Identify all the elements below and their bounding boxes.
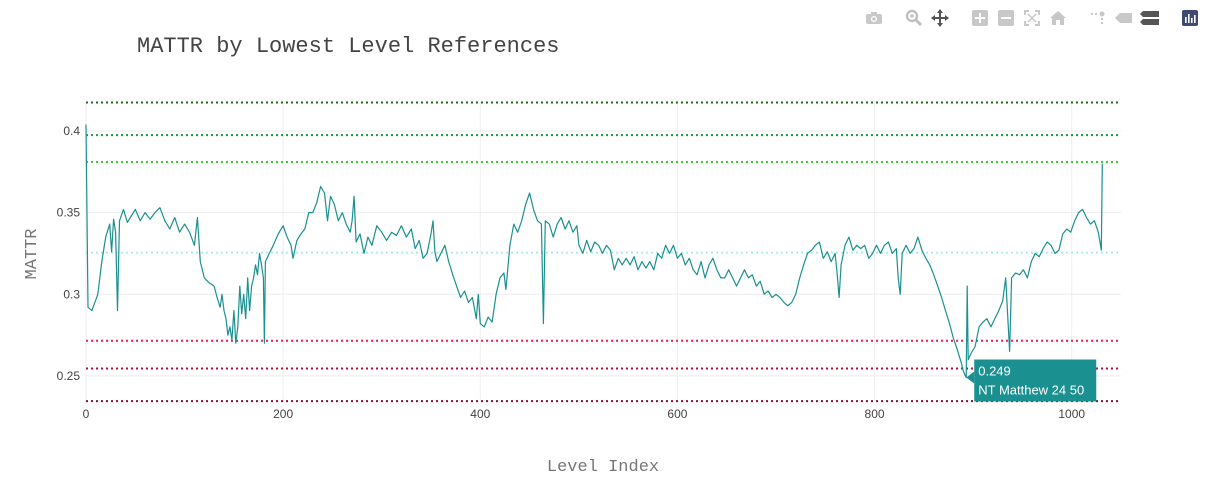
y-tick-label: 0.4 — [63, 124, 80, 138]
x-tick-label: 400 — [470, 407, 490, 421]
pan-icon[interactable] — [930, 8, 950, 28]
hover-closest-icon[interactable] — [1114, 8, 1134, 28]
camera-icon[interactable] — [864, 8, 884, 28]
zoom-out-icon[interactable] — [996, 8, 1016, 28]
hover-tooltip-pointer — [966, 372, 974, 384]
autoscale-icon[interactable] — [1022, 8, 1042, 28]
hover-tooltip-value: 0.249 — [978, 364, 1011, 379]
x-tick-label: 600 — [667, 407, 687, 421]
x-tick-label: 800 — [865, 407, 885, 421]
x-axis-title: Level Index — [547, 458, 659, 477]
y-axis-title: MATTR — [23, 228, 42, 279]
y-tick-label: 0.35 — [57, 206, 81, 220]
modebar — [864, 8, 1200, 28]
y-tick-label: 0.3 — [63, 287, 80, 301]
zoom-in-icon[interactable] — [970, 8, 990, 28]
y-tick-label: 0.25 — [57, 369, 81, 383]
spike-lines-icon[interactable] — [1088, 8, 1108, 28]
series-line-layer — [86, 125, 1102, 378]
series-line — [86, 125, 1102, 378]
reset-axes-icon[interactable] — [1048, 8, 1068, 28]
zoom-icon[interactable] — [904, 8, 924, 28]
x-tick-label: 1000 — [1058, 407, 1085, 421]
hover-tooltip: 0.249 NT Matthew 24 50 — [966, 360, 1096, 402]
chart-title: MATTR by Lowest Level References — [137, 34, 559, 59]
x-tick-label: 0 — [83, 407, 90, 421]
hover-tooltip-reference: NT Matthew 24 50 — [978, 383, 1084, 398]
tick-labels: 0 200 400 600 800 1000 0.25 0.3 0.35 0.4 — [57, 124, 1086, 421]
x-tick-label: 200 — [273, 407, 293, 421]
hover-compare-icon[interactable] — [1140, 8, 1160, 28]
plotly-logo-icon[interactable] — [1180, 8, 1200, 28]
